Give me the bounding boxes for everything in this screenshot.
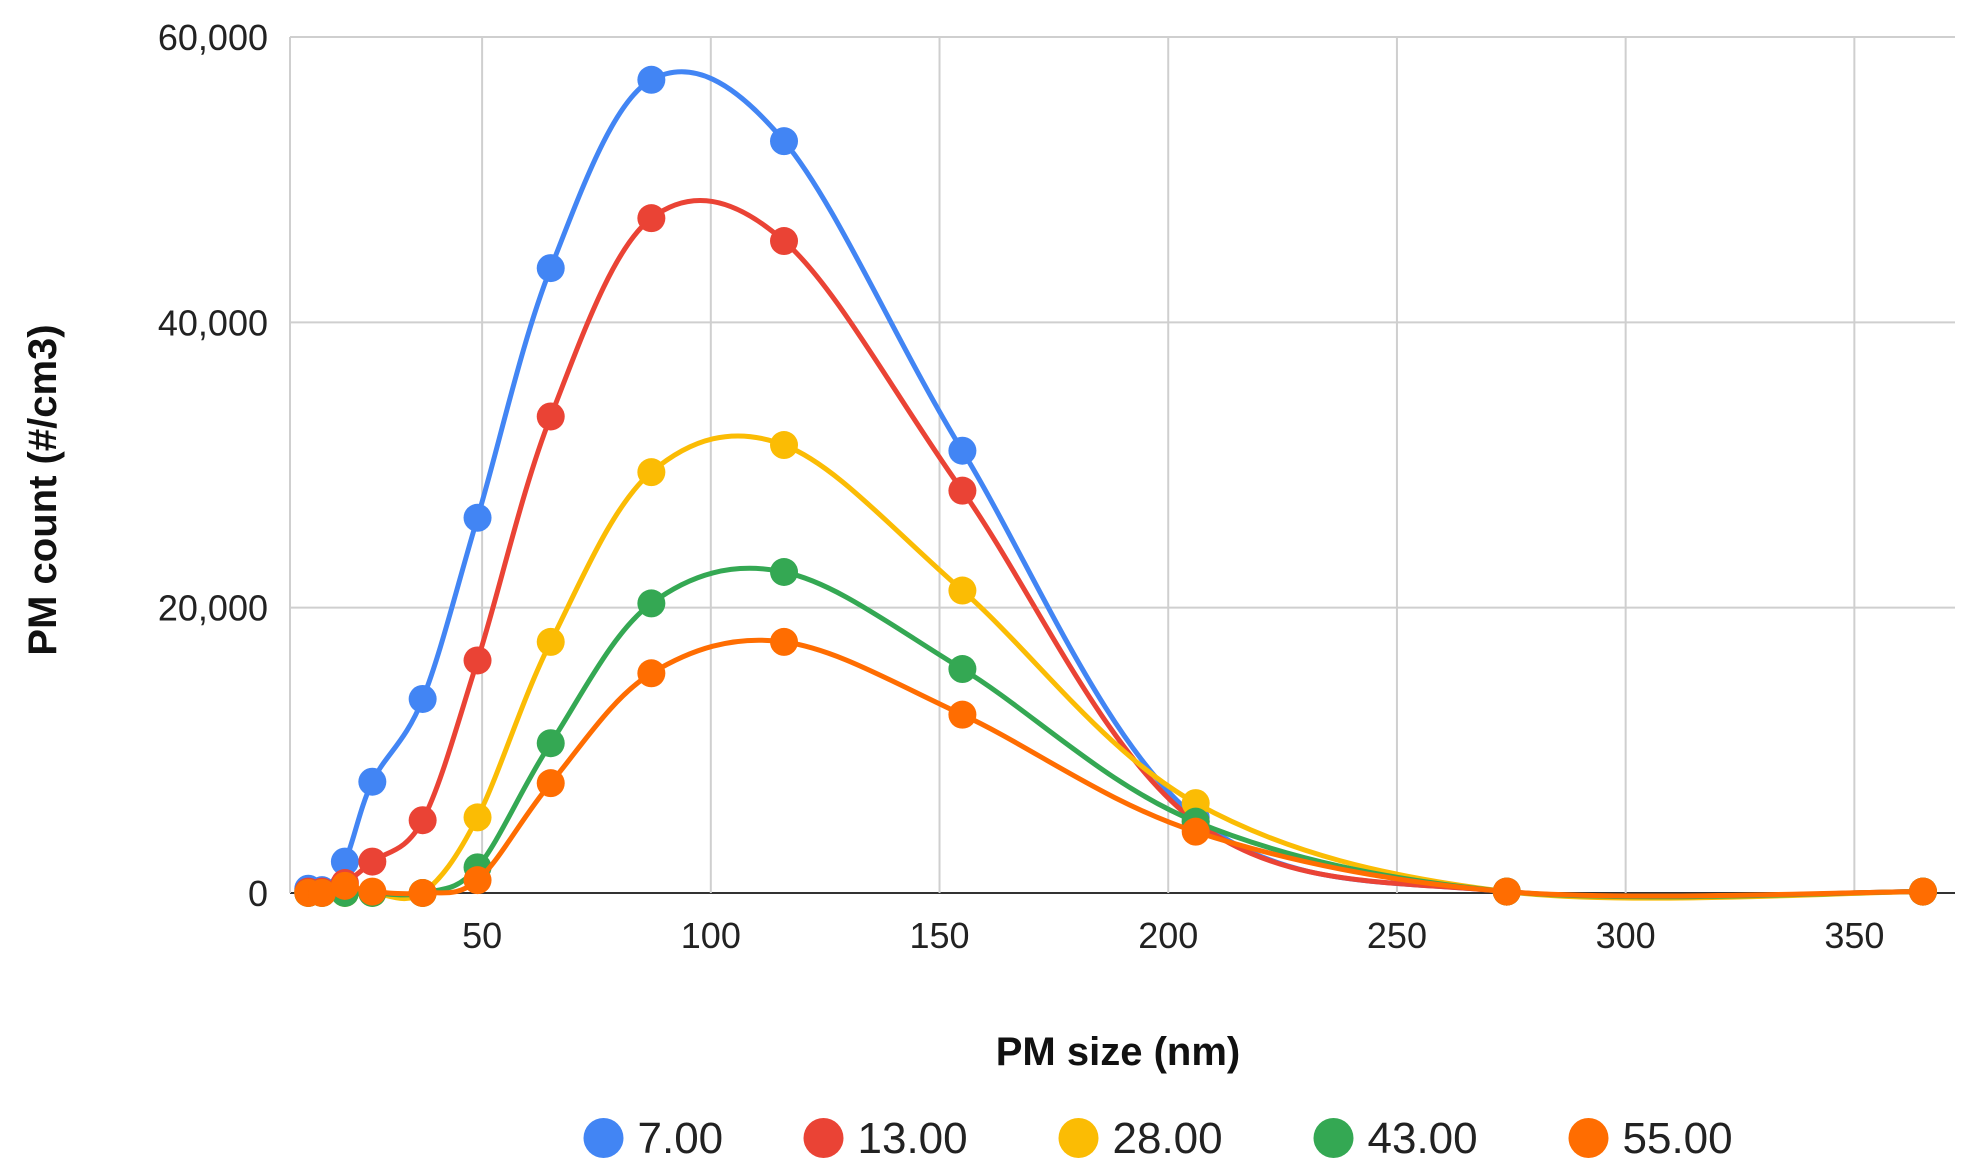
data-point [408,684,437,713]
data-point [948,476,977,505]
x-tick-label: 350 [1824,915,1884,956]
data-point [770,558,799,586]
data-point [463,646,492,675]
data-point [463,503,492,532]
x-tick-label: 50 [462,915,502,956]
series-28-00 [294,431,1937,907]
data-point [408,806,437,835]
data-point [948,655,977,684]
x-axis-title: PM size (nm) [996,1030,1240,1074]
data-point [637,65,666,94]
data-point [536,254,565,283]
x-tick-label: 100 [681,915,741,956]
y-tick-label: 60,000 [158,17,268,58]
y-axis-tick-labels: 0 20,000 40,000 60,000 [158,17,268,914]
data-point [330,847,359,876]
y-tick-label: 0 [248,873,268,914]
data-point [408,879,437,907]
data-point [770,627,799,656]
data-point [308,879,337,907]
data-point [637,589,666,618]
data-point [463,803,492,832]
legend-label: 55.00 [1623,1114,1733,1163]
data-point [637,659,666,688]
data-point [536,402,565,431]
legend-item: 7.00 [583,1114,724,1163]
data-point [536,769,565,798]
data-point [770,227,799,256]
data-point [1492,877,1521,906]
data-point [948,576,977,605]
y-axis-title: PM count (#/cm3) [21,324,65,655]
x-tick-label: 250 [1367,915,1427,956]
data-point [770,431,799,460]
data-point [358,847,387,876]
legend-label: 28.00 [1113,1114,1223,1163]
data-point [770,127,799,156]
series-line [305,433,1926,902]
data-point [463,866,492,895]
x-tick-label: 300 [1596,915,1656,956]
legend-item: 55.00 [1568,1114,1733,1163]
data-point [536,729,565,758]
y-tick-label: 40,000 [158,302,268,343]
legend-marker [1568,1118,1609,1158]
data-point [637,458,666,487]
x-tick-label: 150 [909,915,969,956]
legend-label: 43.00 [1368,1114,1478,1163]
data-point [1908,877,1937,906]
data-point [948,700,977,729]
legend-marker [1058,1118,1099,1158]
data-point [536,627,565,656]
legend-item: 13.00 [803,1114,968,1163]
legend: 7.00 13.00 28.00 43.00 55.00 [583,1114,1733,1163]
legend-marker [1313,1118,1354,1158]
x-axis-tick-labels: 50 100 150 200 250 300 350 [462,915,1884,956]
legend-label: 7.00 [638,1114,724,1163]
legend-marker [583,1118,624,1158]
data-point [330,871,359,900]
legend-marker [803,1118,844,1158]
series-55-00 [294,627,1937,907]
x-tick-label: 200 [1138,915,1198,956]
y-tick-label: 20,000 [158,588,268,629]
legend-item: 28.00 [1058,1114,1223,1163]
data-point [948,436,977,465]
data-point [358,767,387,796]
series-layer [294,65,1937,907]
legend-label: 13.00 [858,1114,968,1163]
data-point [637,204,666,233]
legend-item: 43.00 [1313,1114,1478,1163]
data-point [1181,817,1210,846]
series-line [305,637,1926,899]
data-point [358,877,387,906]
